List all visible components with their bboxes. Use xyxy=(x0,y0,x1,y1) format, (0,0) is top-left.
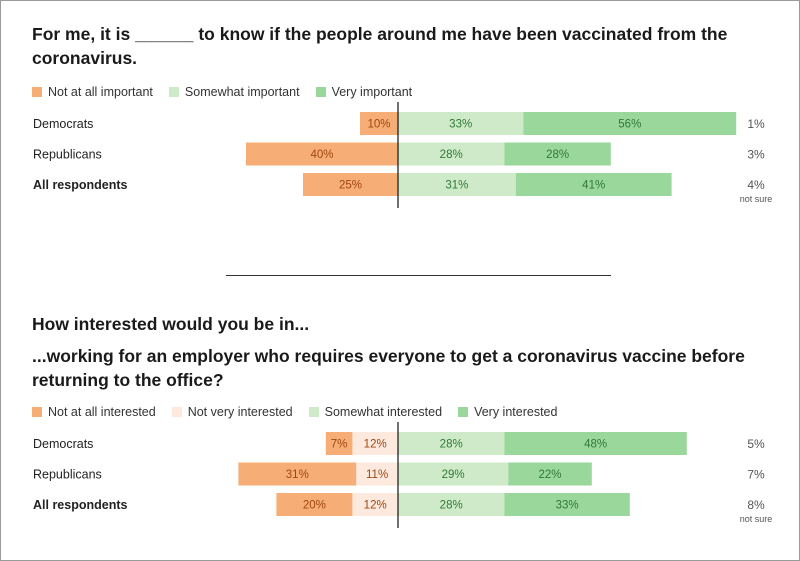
not-sure-value: 4% xyxy=(747,178,765,192)
data-label: 33% xyxy=(556,500,579,512)
data-label: 28% xyxy=(546,149,569,161)
chart2-title-line2: returning to the office? xyxy=(32,370,224,390)
bar-somewhat-important xyxy=(398,173,516,196)
data-label: 12% xyxy=(364,500,387,512)
legend-swatch xyxy=(168,87,179,97)
legend-label: Very important xyxy=(331,85,413,99)
data-label: 40% xyxy=(310,149,333,161)
category-label: All respondents xyxy=(33,178,128,192)
bar-not-at-all-important xyxy=(303,173,398,196)
chart2-title: ...working for an employer who requires … xyxy=(32,344,745,392)
legend-label: Somewhat important xyxy=(184,85,300,99)
data-label: 28% xyxy=(440,439,463,451)
data-label: 11% xyxy=(366,469,388,481)
bar-very-interested xyxy=(508,462,592,486)
bar-not-at-all-interested xyxy=(325,432,353,455)
legend-swatch xyxy=(32,87,42,97)
not-sure-value: 3% xyxy=(747,148,765,162)
legend-item-not-at-all-important: Not at all important xyxy=(32,85,153,99)
data-label: 10% xyxy=(367,119,390,131)
bar-very-interested xyxy=(504,432,687,455)
data-label: 33% xyxy=(449,119,472,131)
legend-item-very-important: Very important xyxy=(315,85,413,99)
bar-not-very-interested xyxy=(352,432,398,455)
data-label: 31% xyxy=(445,180,468,192)
data-label: 25% xyxy=(339,180,362,192)
not-sure-value: 8% xyxy=(747,498,765,512)
legend-label: Somewhat interested xyxy=(324,405,443,419)
data-label: 41% xyxy=(582,180,605,192)
legend-label: Not at all important xyxy=(48,85,153,99)
section2-heading: How interested would you be in... xyxy=(32,314,310,334)
legend-item-not-very-interested: Not very interested xyxy=(171,405,293,419)
data-label: 12% xyxy=(364,439,387,451)
data-label: 22% xyxy=(538,469,561,481)
legend-label: Not very interested xyxy=(187,405,293,419)
category-label: Republicans xyxy=(33,468,102,482)
not-sure-caption: not sure xyxy=(740,514,773,524)
category-label: All respondents xyxy=(33,498,128,512)
data-label: 48% xyxy=(584,439,607,451)
legend-swatch xyxy=(315,87,326,97)
category-label: Democrats xyxy=(33,437,93,451)
bar-not-at-all-interested xyxy=(276,493,353,516)
data-label: 20% xyxy=(303,500,326,512)
data-label: 7% xyxy=(331,439,348,451)
chart1-plot: Democrats 10% 33% 56% 1% Republicans 40% 28% 28%… xyxy=(33,102,773,208)
bar-not-very-interested xyxy=(352,493,398,516)
chart1-title: For me, it is ______ to know if the peop… xyxy=(32,22,727,70)
data-label: 29% xyxy=(442,469,465,481)
bar-not-very-interested xyxy=(356,462,398,486)
section-divider xyxy=(226,275,611,276)
not-sure-caption: not sure xyxy=(740,194,773,204)
legend-label: Not at all interested xyxy=(48,405,156,419)
bar-very-important xyxy=(515,173,672,196)
legend-item-somewhat-important: Somewhat important xyxy=(168,85,300,99)
not-sure-value: 1% xyxy=(747,117,765,131)
chart1-title-line2: coronavirus. xyxy=(32,48,138,68)
not-sure-value: 7% xyxy=(747,468,765,482)
data-label: 28% xyxy=(440,149,463,161)
bar-somewhat-interested xyxy=(398,493,505,516)
bar-very-interested xyxy=(504,493,630,516)
legend-item-very-interested: Very interested xyxy=(458,405,557,419)
chart1-legend: Not at all important Somewhat important … xyxy=(32,85,412,99)
bar-very-important xyxy=(504,142,611,166)
category-label: Republicans xyxy=(33,148,102,162)
bar-somewhat-important xyxy=(398,112,524,135)
bar-not-at-all-important xyxy=(246,142,398,166)
bar-somewhat-important xyxy=(398,142,505,166)
data-label: 31% xyxy=(286,469,309,481)
legend-swatch xyxy=(308,407,319,417)
chart2-legend: Not at all interested Not very intereste… xyxy=(32,405,557,419)
not-sure-value: 5% xyxy=(747,437,765,451)
legend-swatch xyxy=(171,407,182,417)
legend-item-not-at-all-interested: Not at all interested xyxy=(32,405,156,419)
legend-item-somewhat-interested: Somewhat interested xyxy=(308,405,443,419)
chart1-title-line1: For me, it is ______ to know if the peop… xyxy=(32,24,728,44)
legend-swatch xyxy=(32,407,42,417)
bar-very-important xyxy=(523,112,737,135)
bar-not-at-all-important xyxy=(360,112,398,135)
bar-not-at-all-interested xyxy=(238,462,357,486)
data-label: 56% xyxy=(618,119,641,131)
data-label: 28% xyxy=(440,500,463,512)
legend-swatch xyxy=(458,407,469,417)
bar-somewhat-interested xyxy=(398,462,509,486)
chart2-title-line1: ...working for an employer who requires … xyxy=(32,346,745,366)
legend-label: Very interested xyxy=(474,405,558,419)
chart2-plot: Democrats 12% 7% 28% 48% 5% Republicans 11% 31% 2… xyxy=(33,422,773,528)
bar-somewhat-interested xyxy=(398,432,505,455)
category-label: Democrats xyxy=(33,117,93,131)
